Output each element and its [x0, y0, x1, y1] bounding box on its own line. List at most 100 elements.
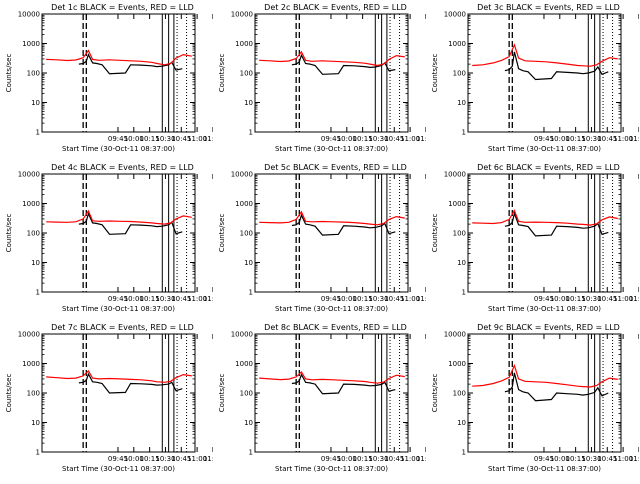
y-tick-label: 10	[244, 259, 253, 267]
y-axis-label: Counts/sec	[5, 214, 13, 253]
series-group	[46, 174, 192, 292]
plot-frame	[467, 333, 622, 453]
y-tick-label: 100	[240, 230, 253, 238]
y-tick-label: 100	[240, 390, 253, 398]
y-tick-label: 100	[27, 390, 40, 398]
x-axis-label: Start Time (30-Oct-11 08:37:00)	[62, 305, 175, 313]
plot-frame	[467, 13, 622, 133]
x-tick-label: 10:30	[368, 135, 388, 143]
x-tick-label: 10:45	[171, 295, 191, 303]
x-axis-label: Start Time (30-Oct-11 08:37:00)	[488, 305, 601, 313]
x-tick-label: 10:00	[124, 135, 144, 143]
y-tick-label: 1000	[235, 200, 253, 208]
panel-chart: Det 4c BLACK = Events, RED = LLD 1 10 100 10…	[5, 163, 223, 313]
lld-series-line	[46, 369, 192, 383]
y-tick-label: 100	[27, 230, 40, 238]
x-tick-label: 11:15	[629, 455, 639, 463]
x-axis-label: Start Time (30-Oct-11 08:37:00)	[275, 465, 388, 473]
detector-panel: Det 8c BLACK = Events, RED = LLD 1 10 100 10…	[213, 320, 436, 480]
x-tick-label: 10:15	[566, 295, 586, 303]
detector-panel: Det 4c BLACK = Events, RED = LLD 1 10 100 10…	[0, 160, 223, 320]
y-tick-label: 10000	[231, 331, 253, 339]
lld-series-line	[259, 210, 405, 226]
detector-panel: Det 6c BLACK = Events, RED = LLD 1 10 100 10…	[426, 160, 640, 320]
y-axis-label: Counts/sec	[431, 54, 439, 93]
y-tick-label: 100	[240, 70, 253, 78]
panel-title: Det 7c BLACK = Events, RED = LLD	[51, 323, 194, 332]
plot-frame	[254, 173, 409, 293]
x-axis-label: Start Time (30-Oct-11 08:37:00)	[488, 145, 601, 153]
x-tick-label: 11:00	[613, 135, 633, 143]
y-tick-label: 10	[457, 419, 466, 427]
lld-series-line	[259, 50, 405, 67]
detector-panel: Det 7c BLACK = Events, RED = LLD 1 10 100 10…	[0, 320, 223, 480]
x-tick-label: 09:45	[534, 135, 554, 143]
x-tick-label: 10:00	[550, 295, 570, 303]
y-tick-label: 1	[462, 449, 466, 457]
x-tick-label: 11:15	[629, 135, 639, 143]
events-series-line	[291, 213, 396, 236]
y-tick-label: 1000	[235, 360, 253, 368]
y-tick-label: 10000	[444, 331, 466, 339]
panel-title: Det 6c BLACK = Events, RED = LLD	[477, 163, 620, 172]
detector-panel: Det 1c BLACK = Events, RED = LLD 1 10 100 10…	[0, 0, 223, 160]
lld-series-line	[46, 49, 192, 66]
y-tick-label: 1000	[22, 360, 40, 368]
events-series-line	[291, 53, 396, 75]
y-tick-label: 10000	[231, 171, 253, 179]
y-tick-label: 1000	[448, 200, 466, 208]
detector-panel: Det 3c BLACK = Events, RED = LLD 1 10 100 10…	[426, 0, 640, 160]
y-tick-label: 1	[249, 289, 253, 297]
y-tick-label: 1	[36, 449, 40, 457]
y-axis-label: Counts/sec	[431, 374, 439, 413]
y-tick-label: 10	[457, 259, 466, 267]
y-tick-label: 1	[249, 129, 253, 137]
x-tick-label: 10:15	[566, 455, 586, 463]
y-axis-label: Counts/sec	[5, 374, 13, 413]
y-tick-label: 100	[453, 390, 466, 398]
x-tick-label: 11:15	[416, 135, 426, 143]
y-tick-label: 10000	[18, 171, 40, 179]
x-tick-label: 11:00	[187, 295, 207, 303]
panel-title: Det 4c BLACK = Events, RED = LLD	[51, 163, 194, 172]
series-group	[259, 174, 405, 292]
series-group	[472, 174, 618, 292]
x-tick-label: 10:00	[337, 295, 357, 303]
lld-series-line	[472, 363, 618, 388]
x-tick-label: 10:15	[140, 135, 160, 143]
lld-series-line	[46, 209, 192, 225]
detector-panel: Det 5c BLACK = Events, RED = LLD 1 10 100 10…	[213, 160, 436, 320]
x-tick-label: 10:45	[171, 135, 191, 143]
x-axis-label: Start Time (30-Oct-11 08:37:00)	[275, 305, 388, 313]
x-tick-label: 09:45	[534, 455, 554, 463]
x-tick-label: 11:00	[400, 135, 420, 143]
y-tick-label: 100	[453, 70, 466, 78]
x-tick-label: 10:00	[337, 135, 357, 143]
series-group	[472, 334, 618, 452]
series-group	[46, 334, 192, 452]
y-tick-label: 1	[36, 289, 40, 297]
y-tick-label: 1000	[22, 200, 40, 208]
panel-title: Det 3c BLACK = Events, RED = LLD	[477, 3, 620, 12]
panel-title: Det 2c BLACK = Events, RED = LLD	[264, 3, 407, 12]
panel-chart: Det 9c BLACK = Events, RED = LLD 1 10 100 10…	[431, 323, 640, 473]
y-tick-label: 1000	[448, 40, 466, 48]
y-tick-label: 10	[31, 259, 40, 267]
x-tick-label: 10:00	[550, 135, 570, 143]
panel-chart: Det 6c BLACK = Events, RED = LLD 1 10 100 10…	[431, 163, 640, 313]
y-tick-label: 1000	[235, 40, 253, 48]
x-tick-label: 10:00	[124, 295, 144, 303]
x-tick-label: 10:15	[140, 455, 160, 463]
x-tick-label: 10:45	[597, 135, 617, 143]
y-axis-label: Counts/sec	[218, 214, 226, 253]
y-axis-label: Counts/sec	[218, 54, 226, 93]
x-tick-label: 09:45	[321, 135, 341, 143]
x-tick-label: 10:15	[353, 295, 373, 303]
y-tick-label: 1000	[22, 40, 40, 48]
x-tick-label: 11:15	[416, 455, 426, 463]
y-tick-label: 10000	[18, 11, 40, 19]
panel-title: Det 9c BLACK = Events, RED = LLD	[477, 323, 620, 332]
x-tick-label: 10:15	[566, 135, 586, 143]
x-tick-label: 10:45	[597, 295, 617, 303]
